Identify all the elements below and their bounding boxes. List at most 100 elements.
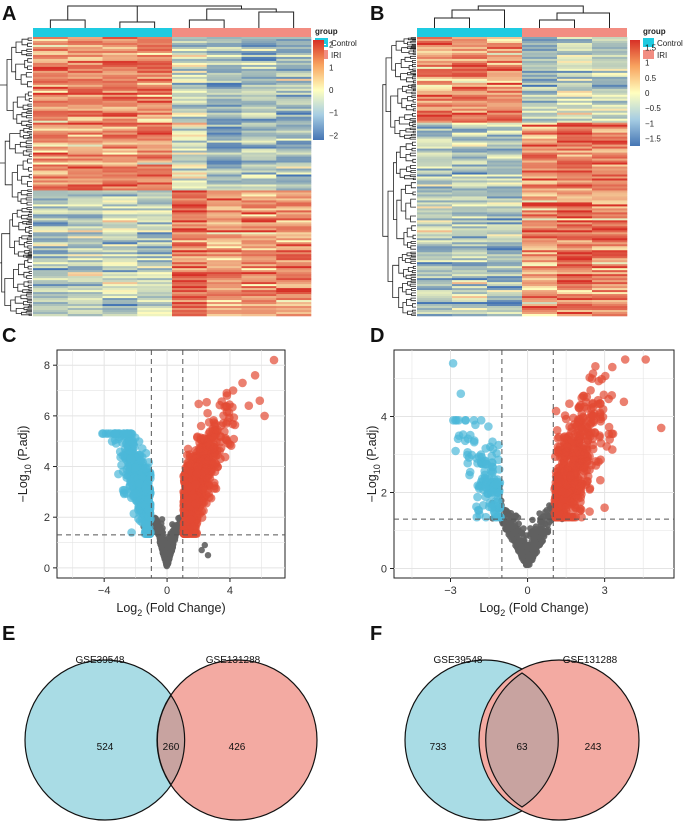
- data-point-down: [461, 416, 471, 425]
- heatmap-cell: [241, 286, 277, 289]
- heatmap-cell: [102, 196, 138, 199]
- heatmap-cell: [172, 156, 208, 159]
- heatmap-cell: [487, 200, 523, 203]
- heatmap-cell: [557, 192, 593, 195]
- heatmap-cell: [67, 248, 103, 251]
- heatmap-cell: [241, 110, 277, 114]
- data-point-down: [130, 489, 140, 498]
- heatmap-cell: [137, 224, 173, 227]
- data-point-up: [250, 371, 260, 380]
- heatmap-cell: [137, 304, 173, 307]
- heatmap-cell: [137, 266, 173, 269]
- y-axis-label-sub-d: 10: [372, 464, 382, 474]
- data-point-ns: [519, 550, 526, 558]
- heatmap-cell: [592, 244, 628, 247]
- heatmap-cell: [522, 312, 558, 315]
- heatmap-cell: [206, 164, 242, 167]
- heatmap-cell: [33, 258, 69, 261]
- heatmap-cell: [592, 60, 628, 64]
- heatmap-cell: [137, 270, 173, 273]
- data-point-ns: [514, 539, 521, 547]
- heatmap-cell: [33, 204, 69, 207]
- heatmap-cell: [592, 42, 628, 46]
- heatmap-cell: [172, 230, 208, 233]
- heatmap-cell: [172, 58, 208, 62]
- heatmap-cell: [67, 86, 103, 90]
- heatmap-cell: [137, 40, 173, 44]
- heatmap-cell: [102, 112, 138, 116]
- heatmap-cell: [137, 220, 173, 223]
- heatmap-cell: [172, 112, 208, 116]
- heatmap-cell: [33, 136, 69, 139]
- heatmap-cell: [417, 200, 453, 203]
- heatmap-cell: [276, 44, 312, 48]
- heatmap-cell: [487, 180, 523, 183]
- heatmap-cell: [417, 238, 453, 241]
- heatmap-cell: [172, 204, 208, 207]
- y-axis-label-c: −Log10 (P.adj): [16, 426, 33, 503]
- heatmap-cell: [206, 56, 242, 60]
- heatmap-cell: [241, 196, 277, 199]
- heatmap-cell: [102, 250, 138, 253]
- y-axis-label-sub-c: 10: [23, 464, 33, 474]
- heatmap-cell: [557, 292, 593, 295]
- heatmap-cell: [241, 312, 277, 315]
- heatmap-cell: [452, 88, 488, 92]
- heatmap-cell: [452, 122, 488, 125]
- heatmap-cell: [137, 190, 173, 193]
- heatmap-cell: [522, 176, 558, 179]
- heatmap-cell: [33, 144, 69, 147]
- heatmap-cell: [206, 284, 242, 287]
- heatmap-cell: [276, 272, 312, 275]
- data-point-down: [456, 389, 466, 399]
- heatmap-cell: [33, 228, 69, 231]
- heatmap-cell: [592, 272, 628, 275]
- heatmap-cell: [172, 248, 208, 251]
- heatmap-cell: [172, 104, 208, 108]
- heatmap-cell: [522, 40, 558, 44]
- heatmap-cell: [487, 210, 523, 213]
- heatmap-cell: [172, 116, 208, 119]
- heatmap-cell: [102, 240, 138, 243]
- heatmap-cell: [102, 272, 138, 275]
- heatmap-cell: [33, 38, 69, 42]
- heatmap-cell: [33, 146, 69, 149]
- heatmap-cell: [522, 104, 558, 108]
- heatmap-cell: [452, 288, 488, 291]
- heatmap-cell: [276, 282, 312, 285]
- heatmap-cell: [522, 132, 558, 135]
- data-point-ns: [155, 528, 162, 535]
- heatmap-cell: [137, 74, 173, 78]
- heatmap-cell: [241, 72, 277, 76]
- heatmap-cell: [276, 66, 312, 70]
- heatmap-a: group Control IRI 210−1−2: [0, 5, 357, 317]
- heatmap-cell: [172, 284, 208, 287]
- heatmap-cell: [67, 92, 103, 96]
- heatmap-cell: [452, 282, 488, 285]
- heatmap-cell: [206, 228, 242, 231]
- heatmap-cell: [557, 62, 593, 66]
- legend-swatch-iri-b: [643, 50, 654, 59]
- heatmap-cell: [452, 180, 488, 183]
- heatmap-cell: [102, 88, 138, 92]
- color-scale-b: [630, 40, 640, 146]
- heatmap-cell: [522, 122, 558, 125]
- heatmap-cell: [137, 294, 173, 297]
- heatmap-cell: [417, 250, 453, 253]
- heatmap-cell: [417, 166, 453, 169]
- heatmap-cell: [592, 190, 628, 193]
- heatmap-cell: [102, 37, 138, 40]
- heatmap-cell: [276, 222, 312, 225]
- heatmap-cell: [276, 194, 312, 197]
- heatmap-cell: [137, 188, 173, 191]
- heatmap-cell: [67, 256, 103, 259]
- heatmap-cell: [172, 242, 208, 245]
- heatmap-cell: [172, 206, 208, 209]
- heatmap-cell: [172, 226, 208, 229]
- heatmap-cell: [487, 236, 523, 239]
- heatmap-cell: [557, 37, 593, 40]
- heatmap-cell: [452, 200, 488, 203]
- heatmap-cell: [522, 270, 558, 273]
- heatmap-cell: [522, 88, 558, 92]
- heatmap-cell: [276, 130, 312, 133]
